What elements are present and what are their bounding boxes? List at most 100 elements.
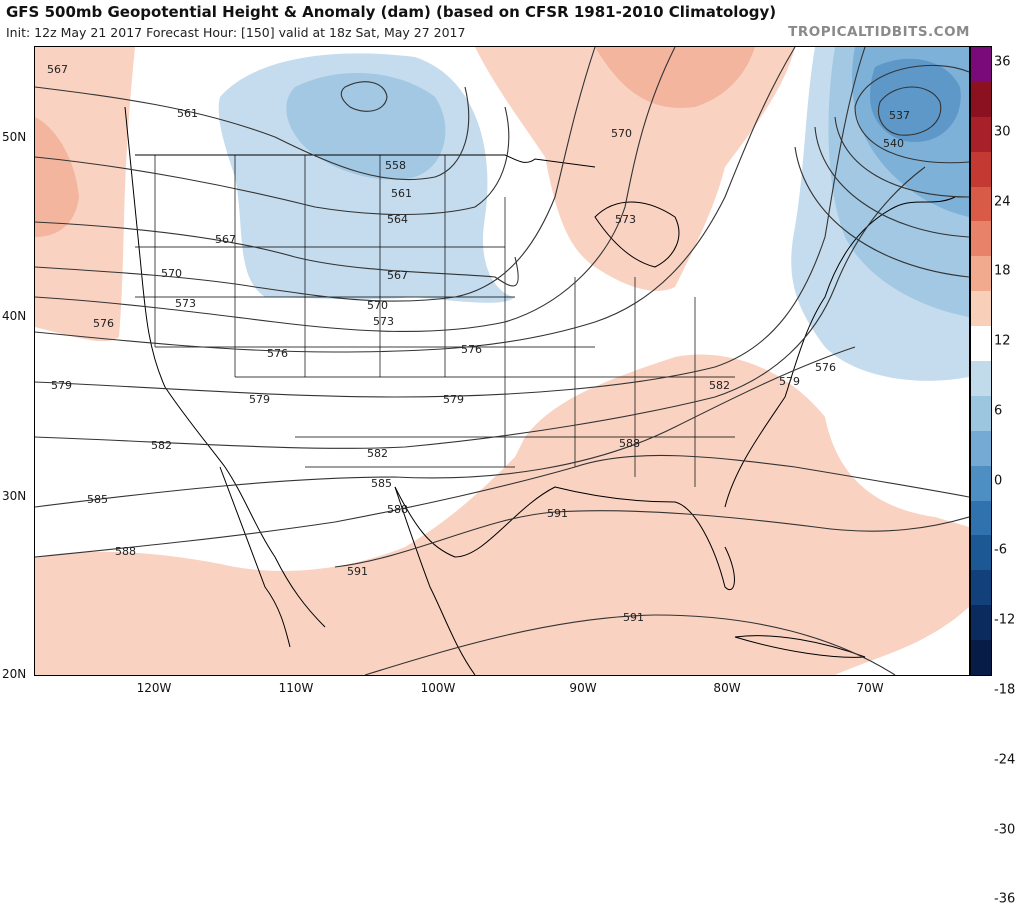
contour-591-south: [364, 614, 896, 675]
contour-label: 588: [619, 437, 640, 450]
colorbar-segment: [971, 640, 991, 676]
anomaly-colorbar: [970, 46, 992, 676]
contour-label: 576: [461, 343, 482, 356]
contour-564: [35, 106, 510, 216]
east-coast: [724, 196, 956, 508]
lat-label-30n: 30N: [2, 489, 27, 503]
contour-label: 573: [615, 213, 636, 226]
contour-label: 540: [883, 137, 904, 150]
anomaly-northern-plains-core: [286, 73, 446, 180]
map-panel: 567 561 558 561 564 567 570 567 573 570 …: [34, 46, 970, 676]
contour-label: 579: [51, 379, 72, 392]
contour-label: 570: [367, 299, 388, 312]
colorbar-tick-label: 36: [994, 54, 1011, 70]
colorbar-segment: [971, 500, 991, 536]
colorbar-segment: [971, 605, 991, 641]
contour-588: [35, 454, 969, 558]
contour-label: 591: [547, 507, 568, 520]
contour-579: [35, 47, 866, 398]
colorbar-segment: [971, 151, 991, 188]
state-borders: [135, 155, 735, 487]
anomaly-west-coast: [35, 47, 135, 342]
west-coast: [124, 106, 326, 628]
gulf-coast: [394, 486, 735, 590]
lon-label-70w: 70W: [856, 681, 884, 695]
map-subtitle: Init: 12z May 21 2017 Forecast Hour: [15…: [6, 25, 466, 40]
contour-label: 564: [387, 213, 408, 226]
lon-label-90w: 90W: [569, 681, 597, 695]
lat-label-40n: 40N: [2, 309, 27, 323]
height-contours: [35, 47, 969, 675]
contour-label: 576: [815, 361, 836, 374]
colorbar-segment: [971, 81, 991, 118]
contour-570: [35, 47, 596, 302]
lon-label-110w: 110W: [278, 681, 314, 695]
contour-label: 579: [443, 393, 464, 406]
contour-546: [834, 116, 969, 198]
lat-label-20n: 20N: [2, 667, 27, 681]
anomaly-northeast-deep: [870, 58, 961, 142]
colorbar-segment: [971, 291, 991, 327]
colorbar-tick-label: -36: [994, 891, 1016, 907]
anomaly-north-central: [475, 47, 795, 291]
us-canada-border: [135, 154, 596, 168]
anomaly-mexico: [35, 447, 525, 675]
colorbar-tick-label: 24: [994, 194, 1011, 210]
contour-582: [35, 166, 926, 449]
colorbar-tick-label: 0: [994, 473, 1003, 489]
colorbar-segment: [971, 570, 991, 606]
lon-label-120w: 120W: [136, 681, 172, 695]
credit-watermark: TROPICALTIDBITS.COM: [788, 24, 970, 40]
contour-label: 585: [87, 493, 108, 506]
colorbar-segment: [971, 47, 991, 83]
lat-label-50n: 50N: [2, 130, 27, 144]
colorbar-segment: [971, 465, 991, 502]
contour-558: [794, 146, 969, 278]
cuba: [734, 635, 866, 658]
anomaly-southeast: [455, 354, 969, 675]
colorbar-tick-label: -24: [994, 752, 1016, 768]
contour-label: 588: [115, 545, 136, 558]
contour-label: 570: [161, 267, 182, 280]
contour-label: 561: [177, 107, 198, 120]
colorbar-segment: [971, 430, 991, 467]
positive-anomaly-areas: [35, 47, 969, 675]
closed-low-plains: [340, 81, 388, 112]
colorbar-tick-label: 18: [994, 263, 1011, 279]
map-title: GFS 500mb Geopotential Height & Anomaly …: [6, 3, 777, 21]
contour-561: [35, 86, 470, 181]
contour-label: 573: [373, 315, 394, 328]
contour-576: [35, 47, 796, 353]
colorbar-segment: [971, 221, 991, 257]
contour-label: 582: [151, 439, 172, 452]
colorbar-tick-label: 12: [994, 333, 1011, 349]
colorbar-segment: [971, 361, 991, 397]
contour-label-group: 567 561 558 561 564 567 570 567 573 570 …: [47, 63, 910, 624]
contour-567: [35, 221, 519, 287]
colorbar-tick-label: -12: [994, 612, 1016, 628]
anomaly-great-lakes-core: [595, 47, 755, 108]
contour-label: 588: [387, 503, 408, 516]
contour-label: 582: [367, 447, 388, 460]
contour-label: 582: [709, 379, 730, 392]
contour-label: 576: [267, 347, 288, 360]
contour-label: 579: [249, 393, 270, 406]
contour-label: 567: [387, 269, 408, 282]
lon-label-100w: 100W: [420, 681, 456, 695]
contour-552: [814, 126, 969, 238]
contour-label: 591: [623, 611, 644, 624]
colorbar-segment: [971, 326, 991, 362]
contour-540: [854, 64, 969, 164]
map-canvas: 567 561 558 561 564 567 570 567 573 570 …: [35, 47, 969, 675]
closed-low-northeast: [878, 86, 942, 136]
contour-label: 561: [391, 187, 412, 200]
contour-label: 567: [47, 63, 68, 76]
colorbar-segment: [971, 395, 991, 432]
contour-label: 591: [347, 565, 368, 578]
contour-585: [35, 346, 856, 508]
colorbar-tick-label: -6: [994, 542, 1007, 558]
contour-573: [35, 47, 676, 333]
contour-label: 558: [385, 159, 406, 172]
contour-label: 576: [93, 317, 114, 330]
colorbar-tick-label: -18: [994, 682, 1016, 698]
